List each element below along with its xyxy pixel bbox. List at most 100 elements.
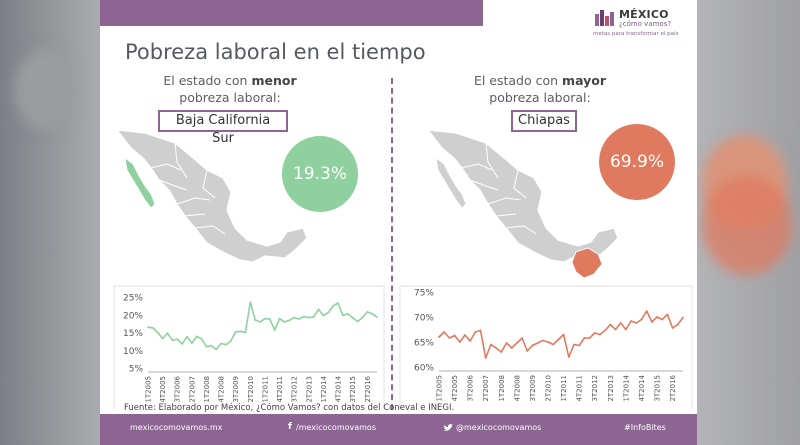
x-tick-label: 4T2005 (451, 375, 459, 402)
footer-hashtag: #InfoBites (624, 423, 666, 432)
background-blur-right (697, 0, 800, 445)
series-line (147, 301, 378, 351)
logo-tagline: ¿cómo vamos? (619, 20, 672, 28)
left-state-box: Baja California Sur (158, 110, 288, 146)
data-point (458, 341, 461, 343)
data-point (593, 332, 596, 334)
right-value-circle: 69.9% (599, 124, 675, 200)
data-point (200, 337, 203, 340)
data-point (190, 342, 193, 345)
footer-facebook-link[interactable]: /mexicocomovamos (296, 423, 376, 432)
right-subtitle-bold: mayor (562, 73, 607, 88)
data-point (298, 318, 300, 320)
data-point (210, 344, 213, 347)
data-point (346, 312, 349, 315)
data-point (351, 316, 354, 319)
left-value-circle: 19.3% (282, 136, 358, 212)
y-tick-label: 20% (123, 311, 143, 321)
infographic-card: MÉXICO ¿cómo vamos? metas para transform… (100, 0, 697, 445)
data-point (288, 319, 291, 322)
x-tick-label: 2T2016 (669, 374, 677, 401)
data-point (156, 331, 159, 334)
y-tick-label: 75% (414, 289, 434, 299)
data-point (645, 310, 648, 312)
x-tick-label: 3T2009 (529, 375, 537, 402)
data-point (552, 343, 555, 346)
x-tick-label: 2T2013 (305, 376, 313, 403)
data-point (619, 322, 622, 324)
data-point (495, 347, 498, 349)
data-point (268, 318, 271, 320)
x-tick-label: 2T2013 (607, 375, 615, 402)
x-tick-label: 3T2012 (291, 376, 299, 403)
data-point (366, 311, 369, 313)
data-point (474, 331, 477, 333)
right-subtitle-post: pobreza laboral: (489, 90, 591, 105)
data-point (147, 326, 149, 329)
logo: MÉXICO ¿cómo vamos? metas para transform… (593, 6, 695, 46)
y-tick-label: 5% (129, 365, 144, 375)
data-point (443, 331, 446, 333)
data-point (464, 334, 466, 336)
data-point (341, 314, 344, 317)
data-point (453, 334, 456, 337)
y-tick-label: 65% (414, 339, 434, 349)
logo-name: MÉXICO (619, 8, 669, 21)
x-tick-label: 3T2006 (174, 375, 182, 402)
data-point (438, 336, 440, 338)
data-point (515, 342, 518, 344)
y-tick-label: 25% (123, 294, 143, 304)
data-point (249, 301, 252, 304)
x-tick-label: 2T2010 (545, 375, 553, 402)
data-point (469, 340, 472, 342)
left-mexico-map (115, 129, 308, 263)
data-point (578, 344, 581, 347)
data-point (264, 317, 266, 320)
data-point (635, 322, 638, 324)
left-line-chart: 25% 20% 15% 10% 5%1T2005 4T2005 3T2006 2T2007 1T… (113, 285, 385, 409)
logo-mark-icon (595, 10, 614, 26)
x-tick-label: 4T2014 (335, 375, 343, 402)
data-point (588, 337, 591, 339)
x-tick-label: 3T2009 (232, 376, 240, 403)
x-tick-label: 2T2016 (364, 375, 372, 402)
series-line (438, 310, 684, 359)
logo-slogan: metas para transformar el país (593, 31, 679, 37)
data-point (332, 304, 335, 307)
x-tick-label: 1T2008 (203, 376, 211, 403)
x-tick-label: 1T2008 (498, 375, 506, 402)
data-point (609, 323, 612, 326)
data-point (254, 319, 257, 321)
data-point (562, 333, 565, 336)
y-tick-label: 10% (123, 347, 143, 357)
data-point (604, 329, 607, 332)
x-tick-label: 1T2011 (560, 375, 568, 402)
data-point (312, 315, 315, 318)
data-point (676, 323, 679, 326)
x-tick-label: 4T2014 (638, 374, 646, 401)
chart-frame (113, 285, 385, 409)
data-point (176, 338, 179, 341)
x-tick-label: 1T2011 (261, 376, 269, 403)
data-point (666, 313, 669, 316)
left-subtitle-bold: menor (251, 73, 297, 88)
data-point (521, 337, 523, 339)
data-point (650, 321, 653, 323)
source-note: Fuente: Elaborado por México, ¿Cómo Vamo… (124, 403, 455, 413)
data-point (181, 342, 184, 345)
x-tick-label: 1T2005 (145, 376, 153, 403)
data-point (220, 342, 222, 345)
data-point (273, 329, 276, 331)
footer-twitter-link[interactable]: @mexicocomovamos (456, 423, 542, 432)
x-tick-label: 3T2015 (654, 375, 662, 402)
x-tick-label: 4T2011 (276, 376, 284, 403)
x-tick-label: 2T2007 (482, 375, 490, 402)
data-point (640, 318, 643, 321)
footer-site-link[interactable]: mexicocomovamos.mx (130, 423, 223, 432)
page-title: Pobreza laboral en el tiempo (125, 40, 426, 64)
data-point (526, 350, 529, 352)
data-point (244, 331, 247, 334)
data-point (630, 320, 632, 322)
data-point (599, 333, 601, 336)
x-tick-label: 4T2011 (576, 375, 584, 402)
